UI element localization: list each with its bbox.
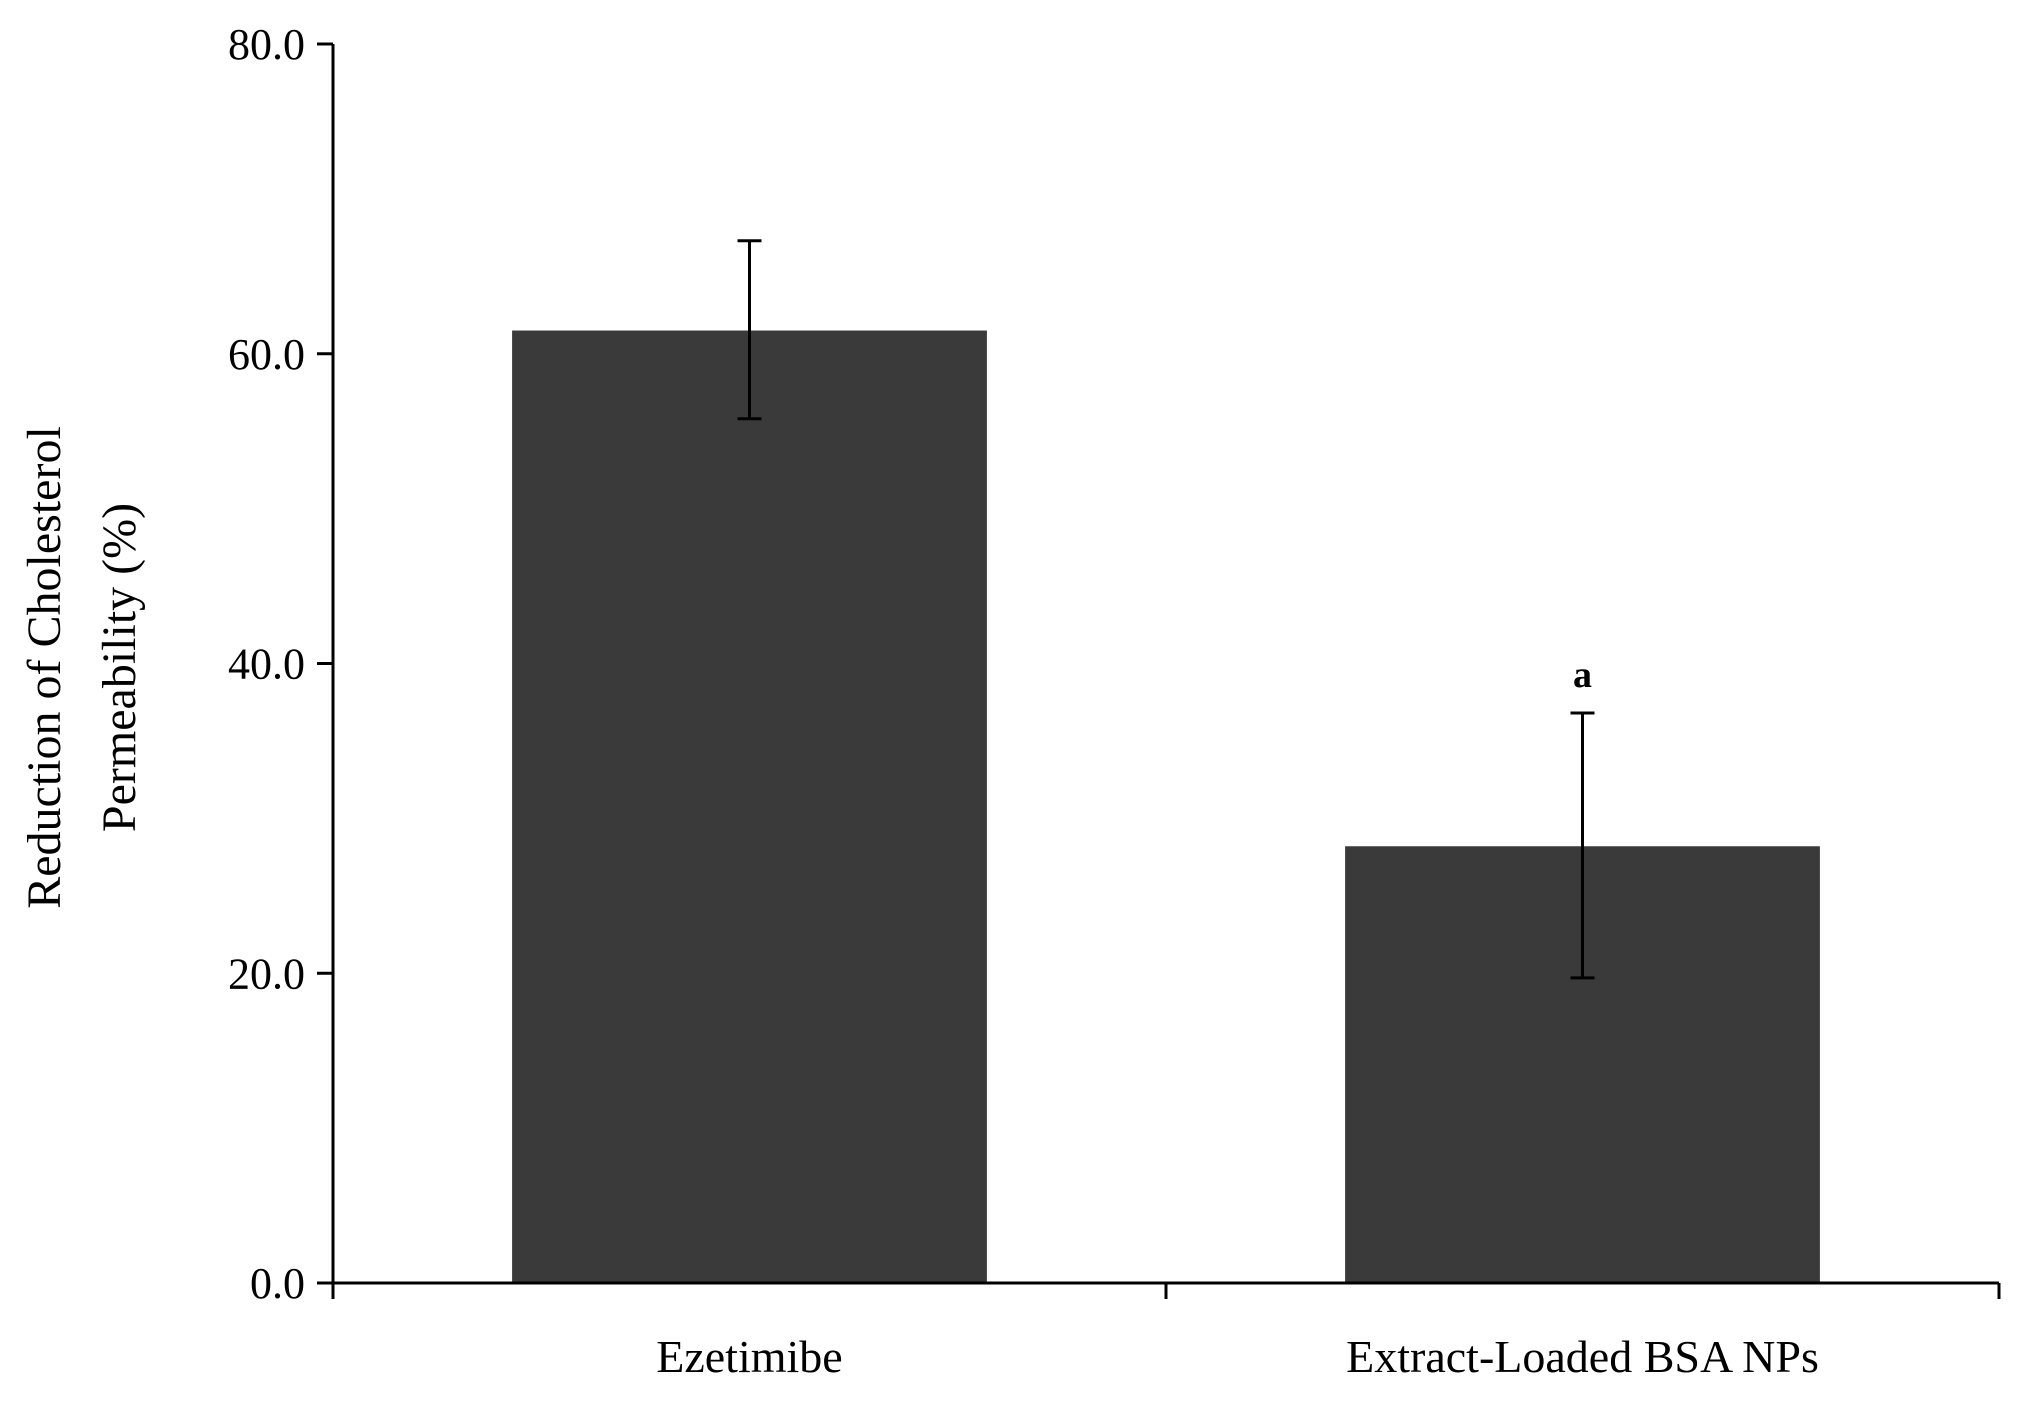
x-tick-label-1: Ezetimibe — [656, 1331, 842, 1382]
y-axis-title-line-1: Reduction of Cholesterol — [18, 426, 71, 909]
significance-annotation-2: a — [1573, 654, 1592, 696]
y-tick-label-1: 0.0 — [250, 1259, 305, 1308]
labels-layer: Ezetimibe a Extract-Loaded BSA NPs 0.0 20.0 4… — [228, 20, 1819, 1382]
y-tick-label-3: 40.0 — [228, 640, 305, 689]
y-tick-label-2: 20.0 — [228, 949, 305, 998]
ticks-layer — [317, 42, 2001, 1299]
y-tick-label-5: 80.0 — [228, 20, 305, 69]
y-axis-title-line-2: Permeability (%) — [93, 503, 146, 832]
bars-layer — [512, 330, 1820, 1283]
y-axis-title: Reduction of Cholesterol Permeability (%) — [18, 426, 146, 909]
x-tick-label-2: Extract-Loaded BSA NPs — [1346, 1331, 1819, 1382]
error-bars-layer — [737, 239, 1595, 980]
bar-1 — [512, 330, 987, 1283]
y-tick-label-4: 60.0 — [228, 330, 305, 379]
